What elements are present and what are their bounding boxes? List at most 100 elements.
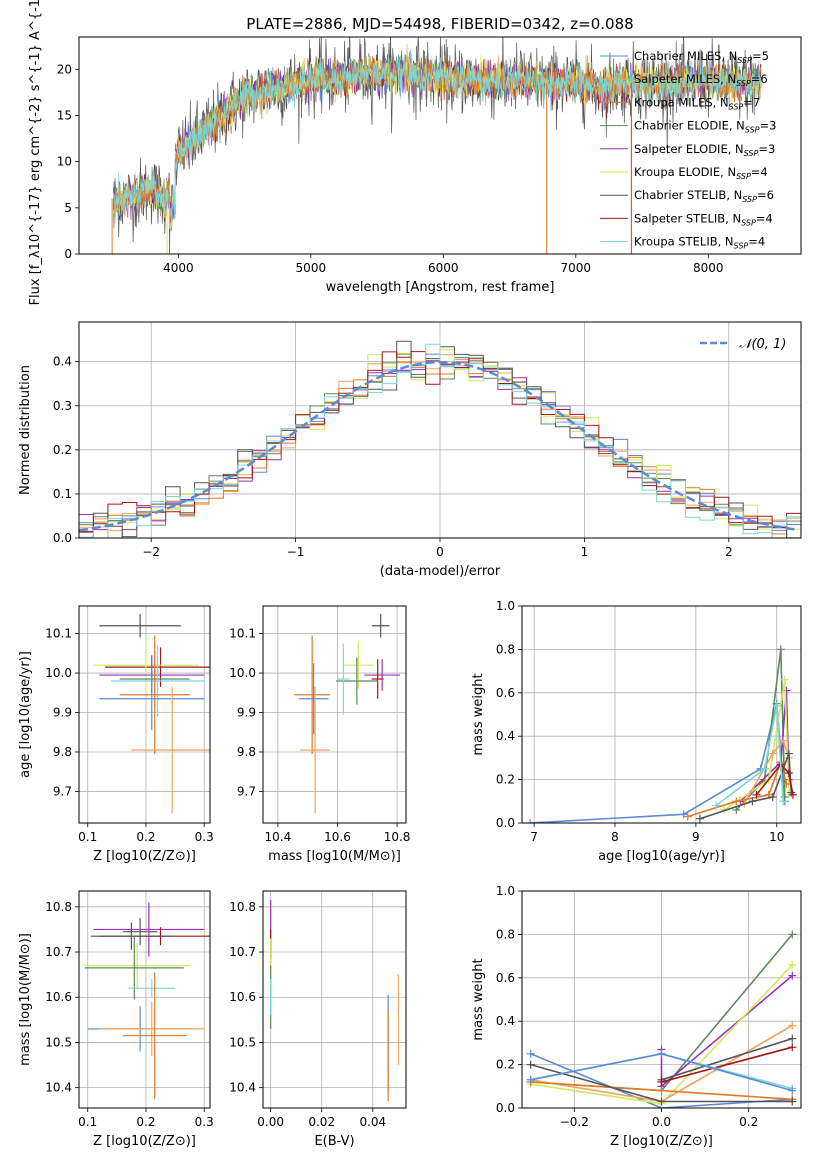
legend-label-5: Kroupa ELODIE, NSSP=4 bbox=[634, 165, 768, 181]
legend-text: Chabrier MILES, N bbox=[634, 49, 737, 63]
y-tick-label: 10.1 bbox=[229, 627, 256, 641]
x-tick-label: 6000 bbox=[428, 261, 459, 275]
legend-subscript: SSP bbox=[736, 79, 751, 88]
legend-subscript: SSP bbox=[745, 126, 760, 135]
legend-text: Salpeter MILES, N bbox=[634, 72, 736, 86]
mass-weight-line bbox=[661, 1046, 793, 1083]
legend-subscript: SSP bbox=[734, 242, 749, 251]
x-tick-label: 0.2 bbox=[136, 830, 155, 844]
legend-label-3: Chabrier ELODIE, NSSP=3 bbox=[634, 119, 776, 135]
legend-subscript: SSP bbox=[736, 172, 751, 181]
y-tick-label: 0.8 bbox=[496, 927, 515, 941]
y-tick-label: 10.7 bbox=[45, 945, 72, 959]
residuals-ylabel: Normed distribution bbox=[18, 365, 33, 495]
y-tick-label: 9.8 bbox=[237, 745, 256, 759]
massweight-vs-Z-xlabel: Z [log10(Z/Z⊙)] bbox=[610, 1134, 713, 1149]
massweight-vs-Z-plot-area bbox=[526, 930, 797, 1108]
massweight-vs-age-plot-area bbox=[526, 645, 797, 823]
legend-subscript: SSP bbox=[744, 149, 759, 158]
mass-weight-line bbox=[735, 649, 786, 811]
x-tick-label: 9 bbox=[692, 830, 700, 844]
spectrum-panel: 4000 5000 6000 7000 8000 0 5 10 15 20 wavelength [… bbox=[28, 0, 802, 305]
legend-label-4: Salpeter ELODIE, NSSP=3 bbox=[634, 142, 775, 158]
mass-vs-EBV-frame bbox=[262, 890, 407, 1109]
y-tick-label: 9.7 bbox=[53, 784, 72, 798]
residuals-frame bbox=[78, 321, 802, 539]
legend-count: =6 bbox=[751, 72, 768, 86]
y-tick-label: 0.2 bbox=[496, 1058, 515, 1072]
y-tick-label: 0.0 bbox=[496, 1101, 515, 1115]
spectrum-frame bbox=[78, 36, 802, 255]
legend-text: Salpeter STELIB, N bbox=[634, 211, 741, 225]
x-tick-label: 8 bbox=[611, 830, 619, 844]
legend-label-7: Salpeter STELIB, NSSP=4 bbox=[634, 211, 773, 227]
y-tick-label: 10 bbox=[57, 155, 72, 169]
mass-weight-line bbox=[723, 679, 790, 811]
x-tick-label: 0.02 bbox=[308, 1115, 335, 1129]
massweight-vs-Z-frame bbox=[521, 890, 802, 1109]
legend-count: =3 bbox=[760, 119, 777, 133]
x-tick-label: 0.04 bbox=[359, 1115, 386, 1129]
residuals-panel: −2 −1 0 1 2 0.0 0.1 0.2 0.3 0.4 (data-model)/error… bbox=[18, 321, 802, 579]
age-vs-Z-panel: 0.1 0.2 0.3 9.7 9.8 9.9 10.0 10.1 Z [log10(Z/Z⊙)… bbox=[18, 605, 214, 864]
y-tick-label: 0.6 bbox=[496, 971, 515, 985]
mass-weight-line bbox=[739, 690, 790, 802]
legend-subscript: SSP bbox=[742, 195, 757, 204]
x-tick-label: 10 bbox=[769, 830, 784, 844]
mass-weight-line bbox=[755, 763, 794, 796]
y-tick-label: 0.4 bbox=[53, 355, 72, 369]
x-tick-label: 4000 bbox=[163, 261, 194, 275]
mass-weight-line bbox=[660, 974, 793, 1089]
y-tick-label: 10.1 bbox=[45, 627, 72, 641]
y-tick-label: 10.6 bbox=[229, 990, 256, 1004]
age-vs-mass-plot-area bbox=[294, 613, 401, 814]
x-tick-label: 0.1 bbox=[78, 1115, 97, 1129]
mass-weight-line bbox=[715, 705, 784, 807]
y-tick-label: 10.6 bbox=[45, 990, 72, 1004]
gaussian-legend-label: 𝒩(0, 1) bbox=[739, 337, 786, 352]
gaussian-curve bbox=[79, 360, 799, 532]
y-tick-label: 10.4 bbox=[45, 1081, 72, 1095]
age-vs-mass-frame bbox=[262, 605, 407, 824]
x-tick-label: 0.3 bbox=[195, 830, 214, 844]
x-tick-label: 0.0 bbox=[652, 1115, 671, 1129]
x-tick-label: 5000 bbox=[296, 261, 327, 275]
y-tick-label: 0.2 bbox=[53, 443, 72, 457]
x-tick-label: 0.1 bbox=[78, 830, 97, 844]
y-tick-label: 0.4 bbox=[496, 1014, 515, 1028]
y-tick-label: 0.1 bbox=[53, 487, 72, 501]
residuals-xlabel: (data-model)/error bbox=[380, 564, 501, 579]
y-tick-label: 9.7 bbox=[237, 784, 256, 798]
legend-count: =3 bbox=[758, 142, 775, 156]
legend-count: =5 bbox=[752, 49, 769, 63]
y-tick-label: 1.0 bbox=[496, 599, 515, 613]
age-vs-mass-xlabel: mass [log10(M/M⊙)] bbox=[268, 849, 401, 864]
legend-subscript: SSP bbox=[729, 102, 744, 111]
x-tick-label: 10.6 bbox=[324, 830, 351, 844]
legend-text: Kroupa STELIB, N bbox=[634, 235, 734, 249]
mass-vs-EBV-xlabel: E(B-V) bbox=[314, 1134, 354, 1149]
x-tick-label: −2 bbox=[142, 545, 160, 559]
y-tick-label: 0.2 bbox=[496, 773, 515, 787]
legend-count: =4 bbox=[751, 165, 768, 179]
y-tick-label: 0.4 bbox=[496, 729, 515, 743]
age-vs-Z-xlabel: Z [log10(Z/Z⊙)] bbox=[93, 849, 196, 864]
x-tick-label: 2 bbox=[725, 545, 733, 559]
spectrum-xlabel: wavelength [Angstrom, rest frame] bbox=[326, 280, 555, 295]
legend-label-0: Chabrier MILES, NSSP=5 bbox=[634, 49, 769, 65]
legend-subscript: SSP bbox=[741, 218, 756, 227]
y-tick-label: 0.8 bbox=[496, 642, 515, 656]
y-tick-label: 9.9 bbox=[53, 706, 72, 720]
legend-label-1: Salpeter MILES, NSSP=6 bbox=[634, 72, 768, 88]
legend-text: Kroupa MILES, N bbox=[634, 95, 729, 109]
legend-subscript: SSP bbox=[737, 56, 752, 65]
legend-count: =4 bbox=[756, 211, 773, 225]
age-vs-Z-frame bbox=[78, 605, 211, 824]
x-tick-label: 0.00 bbox=[257, 1115, 284, 1129]
mass-vs-Z-plot-area bbox=[84, 902, 210, 1099]
mass-vs-Z-frame bbox=[78, 890, 211, 1109]
y-tick-label: 20 bbox=[57, 62, 72, 76]
mass-vs-Z-ylabel: mass [log10(M/M⊙)] bbox=[18, 933, 33, 1066]
legend-label-2: Kroupa MILES, NSSP=7 bbox=[634, 95, 760, 111]
